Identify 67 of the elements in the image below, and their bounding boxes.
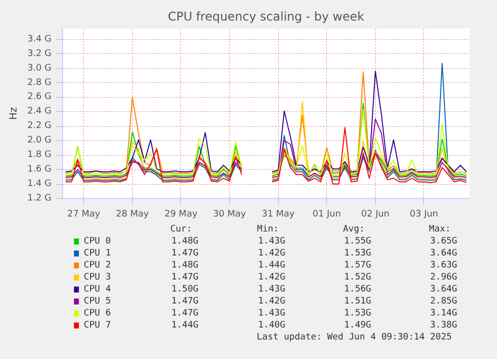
- text: 1.47G: [171, 296, 198, 306]
- x-tick-label: 02 Jun: [361, 210, 390, 220]
- text: 1.56G: [344, 284, 372, 294]
- y-tick-label: 1.6 G: [27, 164, 52, 175]
- y-tick-label: 2.4 G: [27, 106, 52, 117]
- legend-label: CPU 5: [84, 296, 111, 306]
- y-tick-label: 1.8 G: [27, 150, 52, 160]
- text: Avg:: [343, 224, 365, 234]
- x-tick-label: 03 Jun: [410, 210, 438, 220]
- text: 1.53G: [344, 308, 372, 318]
- text: Last update: Wed Jun 4 09:30:14 2025: [256, 332, 452, 342]
- x-tick-label: 31 May: [262, 210, 296, 220]
- y-tick-label: 2.2 G: [27, 121, 52, 132]
- legend-label: CPU 1: [84, 248, 111, 258]
- text: 1.47G: [171, 272, 198, 282]
- legend-label: CPU 3: [84, 272, 111, 282]
- text: 1.57G: [344, 260, 372, 270]
- text: 3.64G: [430, 248, 458, 258]
- text: 1.48G: [171, 236, 198, 246]
- text: 1.42G: [258, 272, 286, 282]
- y-tick-label: 2.0 G: [27, 136, 52, 146]
- x-tick-label: 28 May: [116, 210, 150, 220]
- chart-title: CPU frequency scaling - by week: [168, 10, 364, 24]
- legend-label: CPU 4: [84, 284, 111, 294]
- text: 3.14G: [430, 308, 458, 318]
- text: 1.51G: [344, 296, 372, 306]
- text: 1.47G: [171, 248, 198, 258]
- legend-label: CPU 6: [84, 308, 111, 318]
- text: 1.42G: [258, 248, 286, 258]
- text: 3.38G: [430, 320, 458, 330]
- text: 1.47G: [171, 308, 198, 318]
- text: 3.64G: [430, 284, 458, 294]
- y-tick-label: 1.4 G: [27, 179, 52, 190]
- text: 3.63G: [430, 260, 458, 270]
- x-tick-label: 30 May: [213, 210, 247, 220]
- text: 1.43G: [258, 236, 286, 246]
- text: 1.44G: [258, 260, 286, 270]
- text: 1.44G: [171, 320, 198, 330]
- text: 1.55G: [344, 236, 372, 246]
- y-tick-label: 3.2 G: [27, 48, 52, 59]
- y-tick-label: 1.2 G: [27, 194, 52, 204]
- text: 3.65G: [430, 236, 458, 246]
- text: 1.48G: [171, 260, 198, 270]
- text: 1.50G: [171, 284, 198, 294]
- y-tick-label: 3.4 G: [27, 34, 52, 44]
- text: 1.52G: [344, 272, 372, 282]
- text: 1.43G: [258, 308, 286, 318]
- text: Min:: [257, 224, 279, 234]
- text: Cur:: [170, 224, 192, 234]
- text: 1.53G: [344, 248, 372, 258]
- legend-label: CPU 2: [84, 260, 111, 270]
- x-tick-label: 29 May: [164, 210, 198, 220]
- text: 1.40G: [258, 320, 286, 330]
- y-axis-title: Hz: [8, 107, 20, 120]
- text: 2.96G: [430, 272, 458, 282]
- y-tick-label: 2.8 G: [27, 78, 52, 88]
- text: 1.49G: [344, 320, 372, 330]
- legend-label: CPU 0: [84, 236, 111, 246]
- text: Max:: [428, 224, 451, 234]
- y-tick-label: 3.0 G: [27, 63, 52, 74]
- y-tick-label: 2.6 G: [27, 92, 52, 102]
- text: 2.85G: [430, 296, 458, 306]
- x-tick-label: 01 Jun: [312, 210, 341, 220]
- text: 1.43G: [258, 284, 286, 294]
- legend-label: CPU 7: [84, 320, 111, 330]
- text: 1.42G: [258, 296, 286, 306]
- x-tick-label: 27 May: [67, 210, 101, 220]
